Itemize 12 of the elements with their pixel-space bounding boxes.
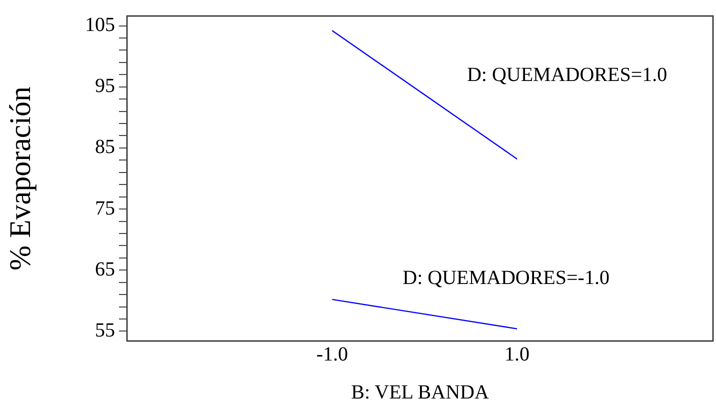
x-tick-label: -1.0 bbox=[316, 343, 348, 366]
y-tick-label: 105 bbox=[85, 14, 115, 36]
y-tick-label: 75 bbox=[95, 197, 115, 220]
y-tick-label: 65 bbox=[95, 258, 115, 280]
y-axis-title: % Evaporación bbox=[4, 86, 37, 271]
y-tick-label: 55 bbox=[95, 319, 115, 342]
y-tick-label: 95 bbox=[95, 75, 115, 98]
annotation: D: QUEMADORES=-1.0 bbox=[402, 267, 610, 290]
x-tick-label: 1.0 bbox=[504, 343, 530, 366]
annotation: D: QUEMADORES=1.0 bbox=[466, 64, 668, 86]
y-tick-label: 85 bbox=[95, 136, 115, 158]
x-axis-title: B: VEL BANDA bbox=[351, 381, 490, 404]
